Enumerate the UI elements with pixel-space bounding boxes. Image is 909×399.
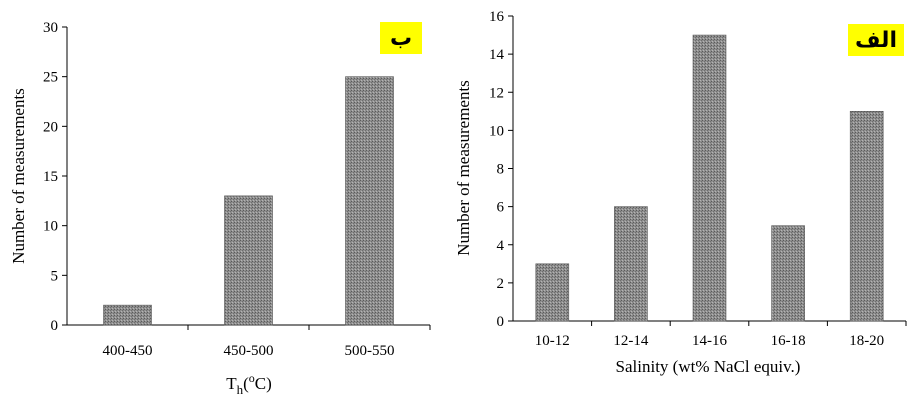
right-x-tick-label: 10-12 (535, 333, 570, 349)
left-badge (380, 22, 422, 54)
left-y-tick-label: 5 (51, 268, 59, 284)
left-y-tick-label: 20 (43, 119, 58, 135)
left-y-tick-label: 30 (43, 20, 58, 36)
right-y-tick-label: 14 (489, 47, 505, 63)
left-chart: 0 5 10 15 20 25 30 400-450 450-500 500-550 Numbe… (9, 20, 431, 397)
right-x-tick-label: 18-20 (849, 333, 884, 349)
right-badge (848, 24, 904, 56)
right-y-tick-label: 8 (497, 162, 505, 178)
left-y-tick-label: 25 (43, 70, 58, 86)
left-x-tick-label: 450-500 (224, 343, 274, 359)
left-x-tick-labels: 400-450 450-500 500-550 (103, 325, 431, 359)
right-badge-text: الف (855, 28, 897, 53)
right-y-tick-label: 16 (489, 9, 505, 25)
right-x-axis-title: Salinity (wt% NaCl equiv.) (616, 357, 801, 376)
right-bar-10-12 (535, 263, 570, 322)
left-bars (103, 76, 394, 326)
left-y-tick-label: 0 (51, 318, 59, 334)
right-bar-14-16 (692, 34, 727, 322)
left-y-ticks: 0 5 10 15 20 25 30 (43, 20, 67, 334)
right-bar-12-14 (614, 206, 648, 322)
left-y-tick-label: 15 (43, 169, 58, 185)
left-badge-text: ب (390, 26, 412, 51)
right-y-tick-label: 6 (497, 200, 505, 216)
left-bar-500-550 (345, 76, 394, 326)
right-y-tick-label: 0 (497, 314, 505, 330)
right-y-tick-label: 4 (497, 238, 505, 254)
left-x-tick-label: 500-550 (345, 343, 395, 359)
left-bar-400-450 (103, 304, 152, 326)
left-y-axis-title: Number of measurements (9, 88, 28, 264)
right-x-tick-labels: 10-12 12-14 14-16 16-18 18-20 (535, 321, 907, 349)
right-x-tick-label: 16-18 (771, 333, 806, 349)
right-y-axis-title: Number of measurements (454, 80, 473, 256)
right-bar-16-18 (771, 225, 805, 322)
right-x-tick-label: 12-14 (613, 333, 648, 349)
right-y-tick-label: 10 (489, 123, 504, 139)
right-y-ticks: 0 2 4 6 8 10 12 14 16 (489, 9, 513, 330)
right-y-tick-label: 12 (489, 85, 504, 101)
right-bar-18-20 (849, 111, 884, 322)
left-x-tick-label: 400-450 (103, 343, 153, 359)
left-x-axis-title: Th(oC) (226, 371, 272, 397)
right-y-tick-label: 2 (497, 276, 505, 292)
right-bars (535, 34, 884, 322)
right-x-tick-label: 14-16 (692, 333, 727, 349)
left-bar-450-500 (224, 195, 273, 326)
left-y-tick-label: 10 (43, 219, 58, 235)
